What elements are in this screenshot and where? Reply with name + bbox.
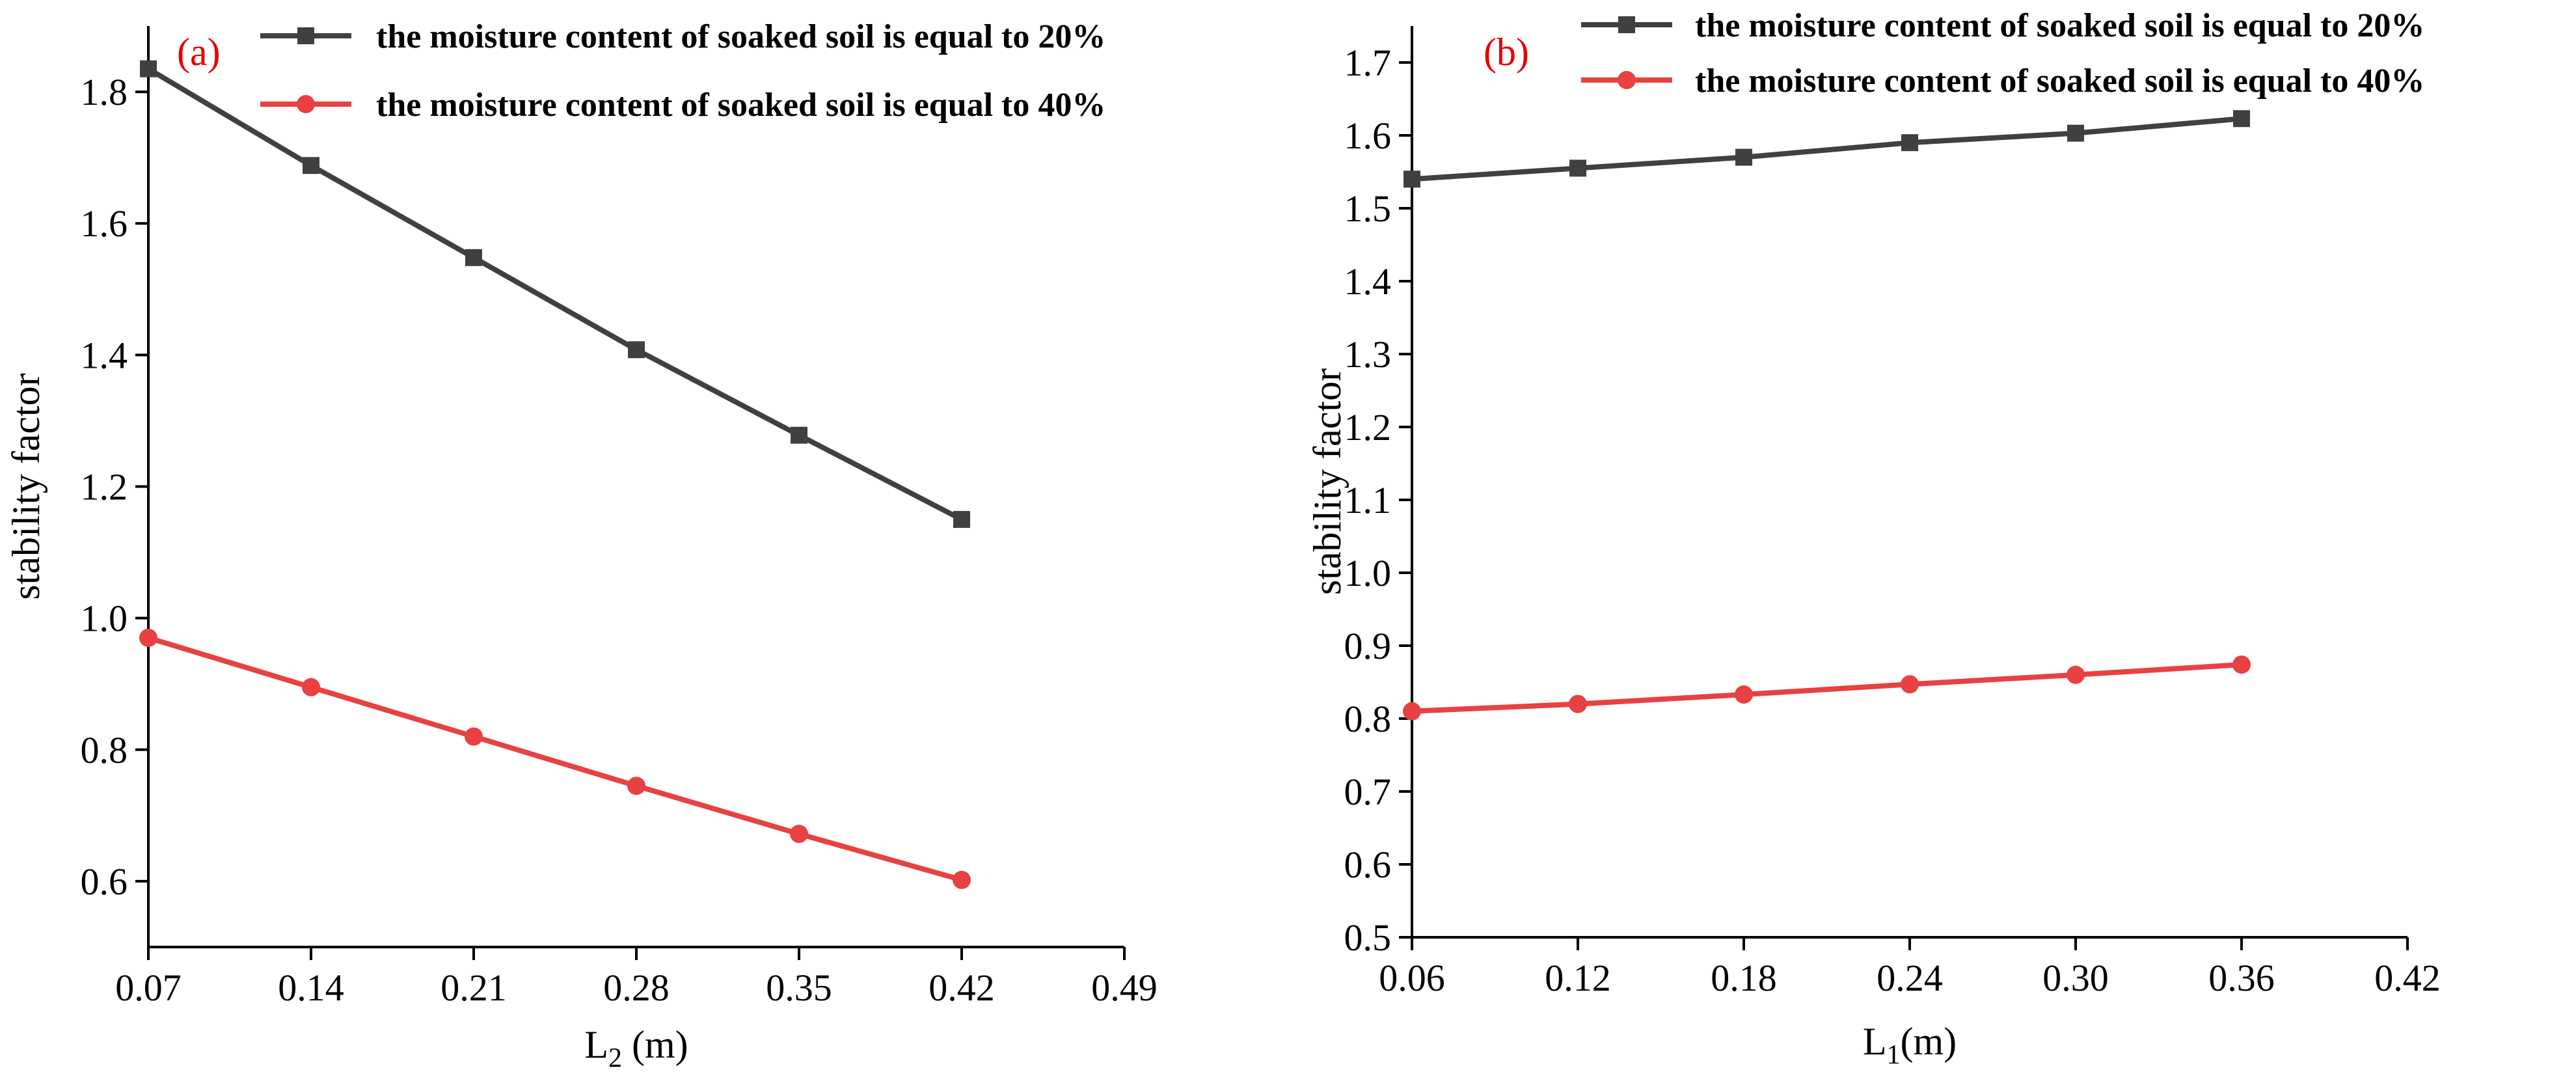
data-point-circle [465,727,483,746]
data-point-square [303,157,319,174]
panel-label: (b) [1484,31,1529,74]
data-point-square [2067,124,2084,142]
x-tick-label: 0.28 [603,967,670,1009]
data-point-square [791,426,807,444]
y-tick-label: 1.7 [1344,42,1392,84]
x-tick-label: 0.42 [2374,957,2441,999]
y-tick-label: 1.6 [81,202,128,245]
x-tick-label: 0.24 [1877,957,1943,999]
y-tick-label: 1.0 [1344,552,1392,594]
y-tick-label: 1.6 [1344,115,1392,157]
data-point-square [628,341,645,359]
data-point-square [465,249,482,266]
y-tick-label: 1.5 [1344,187,1392,230]
data-point-square [1569,159,1586,177]
y-tick-label: 0.9 [1344,625,1392,667]
data-point-square [2233,110,2250,128]
panel-label: (a) [177,31,221,74]
series-line [147,635,963,883]
y-tick-label: 1.1 [1344,479,1392,521]
series-40-percent [139,628,971,889]
data-point-circle [139,628,157,647]
legend-marker-circle [1618,71,1636,89]
x-axis-title-unit: (m) [622,1023,688,1066]
x-tick-label: 0.12 [1545,957,1611,999]
legend-entry: the moisture content of soaked soil is e… [1581,62,2424,100]
chart-panel-a: 0.07 0.14 0.21 0.28 0.35 0.42 0.49 0.6 0.8 1.0 1.2… [5,18,1158,1072]
x-tick-label: 0.42 [929,967,995,1009]
data-point-circle [2232,655,2251,674]
legend-entry: the moisture content of soaked soil is e… [260,18,1105,55]
x-tick-label: 0.35 [766,967,832,1009]
y-tick-label: 0.6 [1344,844,1392,886]
data-point-square [953,511,970,529]
data-point-square [140,60,157,77]
data-point-square [1735,148,1752,166]
data-point-circle [1403,702,1421,721]
y-tick-label: 1.2 [1344,406,1392,448]
x-axis-title-main: L [1863,1020,1887,1063]
y-tick-label: 0.8 [81,729,128,771]
data-point-circle [1735,685,1753,704]
data-point-circle [953,870,971,889]
y-tick-label: 0.5 [1344,916,1392,959]
series-line [1411,116,2242,182]
y-tick-label: 0.7 [1344,771,1392,813]
x-tick-label: 0.07 [115,967,182,1009]
series-20-percent [1403,110,2250,188]
legend-label: the moisture content of soaked soil is e… [376,18,1105,55]
data-point-circle [1901,675,1919,694]
data-point-square [1901,134,1918,152]
legend-marker-square [1618,16,1635,33]
legend-label: the moisture content of soaked soil is e… [1695,62,2424,100]
data-point-circle [1569,694,1587,713]
x-axis-title-unit: (m) [1901,1020,1957,1063]
y-tick-label: 0.8 [1344,698,1392,740]
x-axis-title-subscript: 2 [608,1043,622,1072]
legend-label: the moisture content of soaked soil is e… [1695,7,2424,44]
x-tick-label: 0.06 [1379,957,1445,999]
x-axis-title: L1(m) [1863,1020,1957,1070]
series-40-percent [1403,655,2251,721]
x-axis-title-main: L [584,1023,608,1066]
y-tick-label: 1.2 [81,466,128,508]
x-axis-title-subscript: 1 [1887,1040,1901,1070]
x-tick-label: 0.21 [441,967,507,1009]
x-axis-title: L2 (m) [584,1023,688,1072]
legend-entry: the moisture content of soaked soil is e… [1581,7,2424,44]
series-line [146,66,963,522]
x-tick-label: 0.14 [278,967,344,1009]
x-tick-label: 0.49 [1091,967,1158,1009]
y-tick-label: 1.0 [81,598,128,640]
data-point-circle [2067,665,2085,684]
legend-marker-square [297,27,314,44]
data-point-circle [790,825,808,844]
series-line [1411,662,2242,714]
series-20-percent [140,60,970,529]
data-point-square [1403,171,1420,188]
x-tick-label: 0.30 [2042,957,2109,999]
y-tick-label: 1.4 [1344,260,1392,303]
y-tick-label: 1.8 [81,71,128,113]
y-tick-label: 0.6 [81,860,128,903]
y-axis-title: stability factor [5,373,47,599]
data-point-circle [627,777,645,795]
legend-marker-circle [297,95,315,113]
y-tick-label: 1.3 [1344,333,1392,376]
chart-panel-b: 0.06 0.12 0.18 0.24 0.30 0.36 0.42 0.5 0.6 0.7 0.8… [1306,7,2441,1070]
x-tick-label: 0.36 [2208,957,2275,999]
data-point-circle [302,678,320,696]
legend-entry: the moisture content of soaked soil is e… [260,87,1105,124]
y-axis-title: stability factor [1306,368,1349,595]
legend-label: the moisture content of soaked soil is e… [376,87,1105,124]
x-tick-label: 0.18 [1711,957,1777,999]
y-tick-label: 1.4 [81,334,128,376]
